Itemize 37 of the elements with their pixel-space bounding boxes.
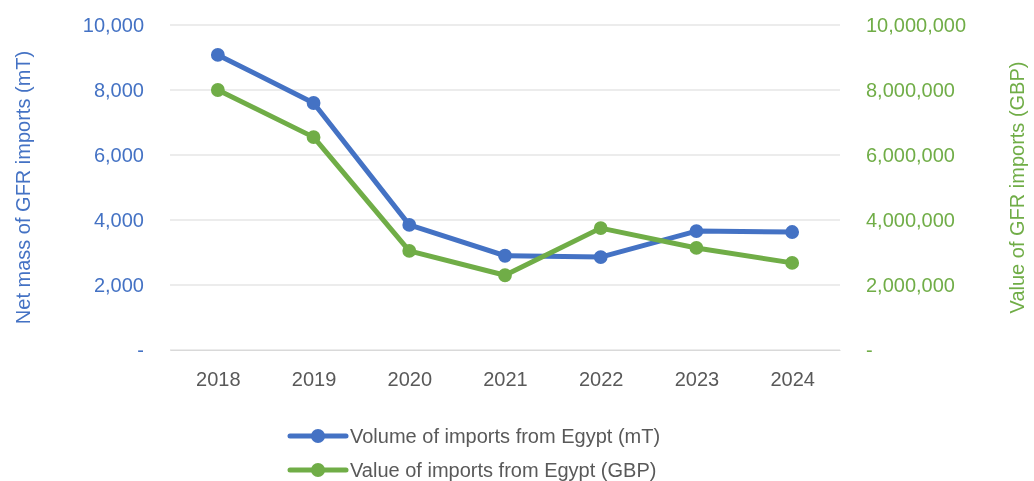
x-tick-label: 2021 [483,368,528,391]
y2-tick-label: 4,000,000 [866,208,955,231]
x-tick-label: 2018 [196,368,241,391]
point [785,225,800,239]
point [689,224,704,238]
point [402,217,417,232]
point [306,130,321,145]
x-tick-label: 2023 [674,368,720,391]
point [498,268,512,283]
point [689,241,704,255]
y-tick-label: 8,000 [93,78,144,101]
x-tick-label: 2022 [578,368,624,391]
point [210,83,225,97]
y-tick-label: - [137,338,144,361]
y-axis-title: Net mass of GFR imports (mT) [12,50,34,325]
x-tick-label: 2024 [770,368,815,391]
legend-label: Value of imports from Egypt (GBP) [350,459,657,481]
y2-tick-label: 10,000,000 [866,13,967,36]
point [210,48,225,62]
y2-tick-label: 6,000,000 [866,143,955,166]
x-tick-label: 2020 [387,368,433,391]
point [785,256,800,270]
y2-tick-label: 2,000,000 [866,273,955,296]
point [593,221,608,236]
y2-tick-label: - [866,338,873,361]
point [402,243,417,258]
x-tick-label: 2019 [291,368,337,391]
y-tick-label: 2,000 [93,273,144,296]
point [306,96,321,110]
y2-tick-label: 8,000,000 [866,78,955,101]
y-tick-label: 4,000 [93,208,144,231]
legend-label: Volume of imports from Egypt (mT) [350,425,661,447]
point [498,248,512,263]
point [593,250,608,264]
y-tick-label: 6,000 [93,143,144,166]
y2-axis-title: Value of GFR imports (GBP) [1006,61,1028,314]
y-tick-label: 10,000 [82,13,144,36]
